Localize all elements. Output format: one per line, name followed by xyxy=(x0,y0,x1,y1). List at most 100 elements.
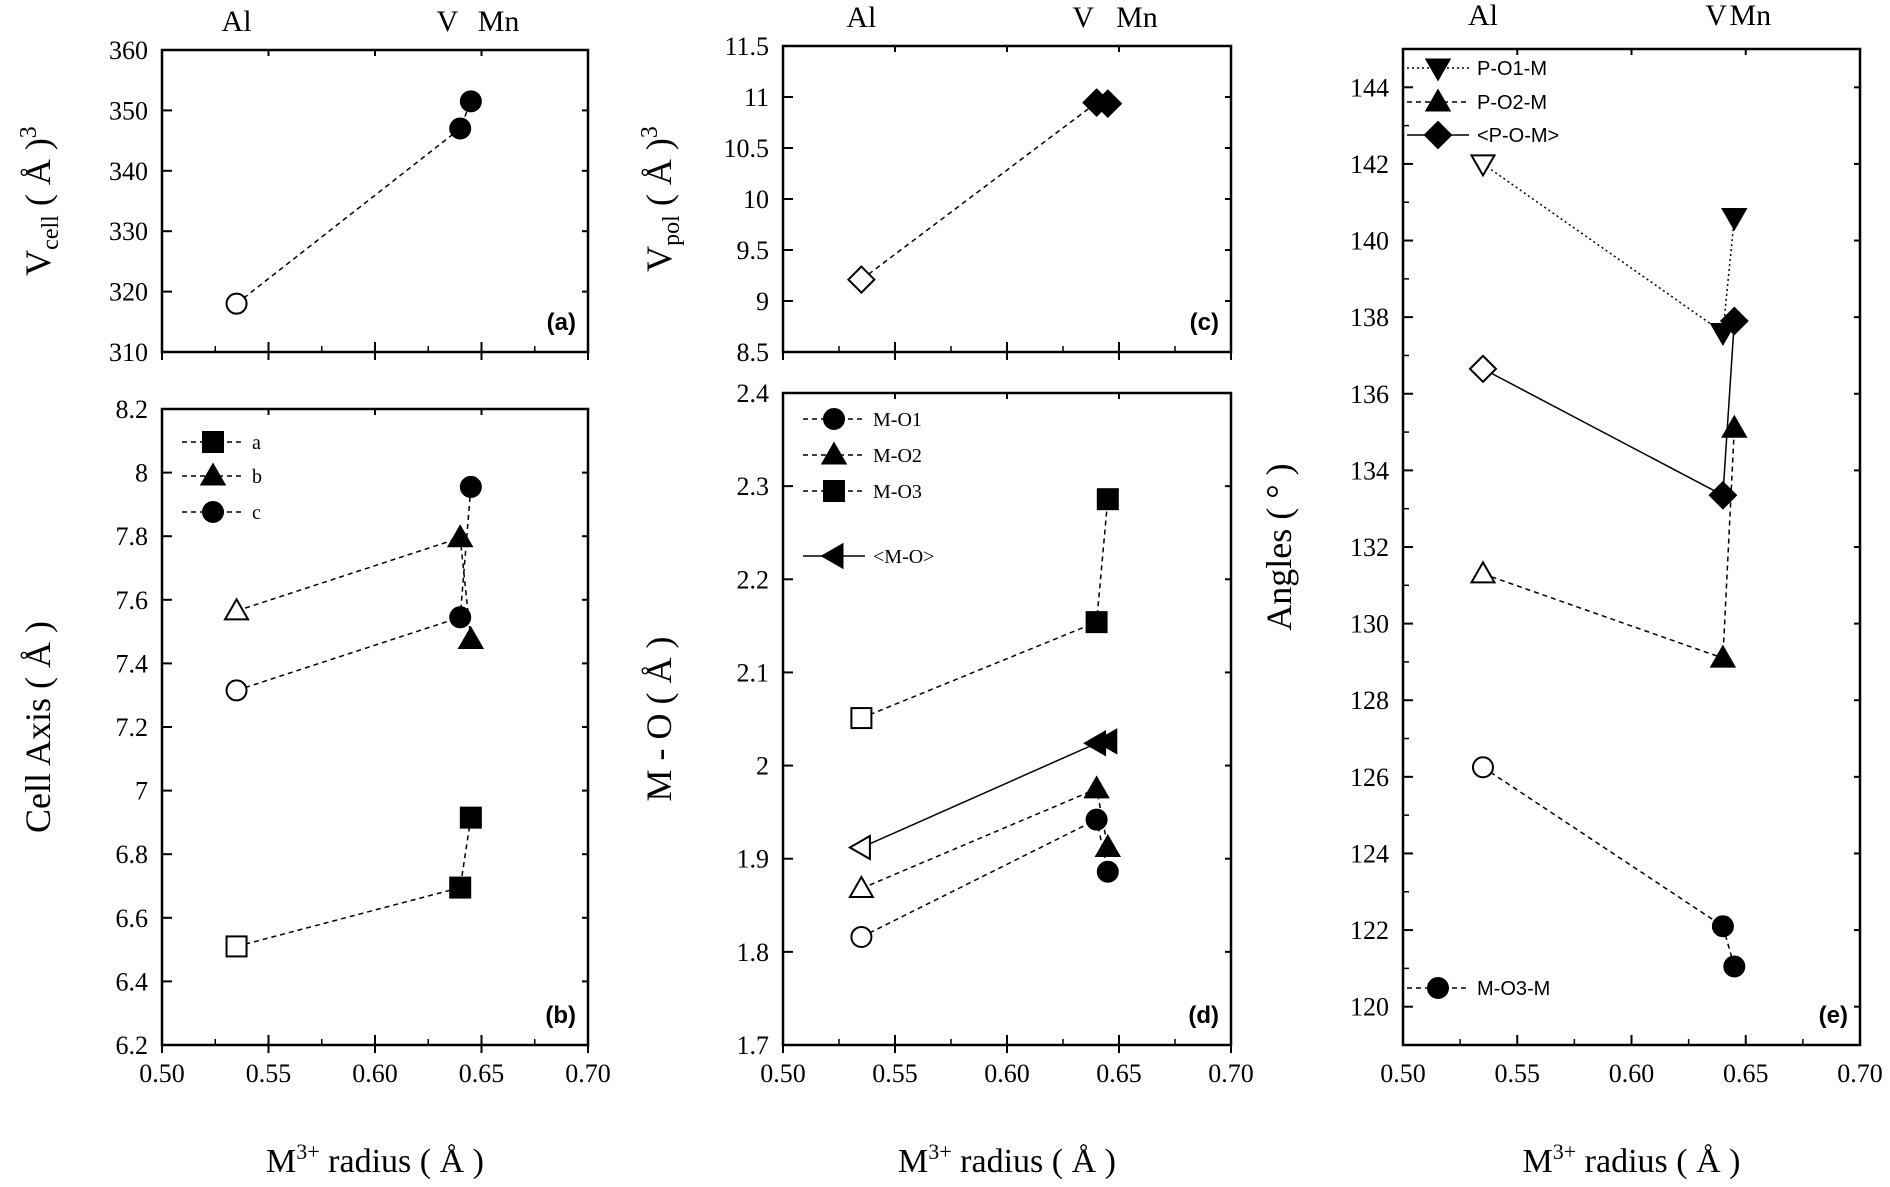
panel-e: 120 122 124 126 128 130 132 134 136 138 140 142 144 0… xyxy=(1259,0,1883,1180)
panel-b-legend-item: c xyxy=(182,501,261,524)
panel-e-xlabel: M3+ radius ( Å ) xyxy=(1523,1139,1741,1180)
panel-a-frame xyxy=(160,48,590,354)
panel-b-ytick-label: 8 xyxy=(135,459,148,488)
panel-e-ytick-label: 142 xyxy=(1350,150,1389,179)
panel-d-data-point xyxy=(1083,775,1110,799)
panel-e-data-point xyxy=(1723,955,1746,978)
panel-b-data-point xyxy=(459,475,482,498)
panel-c-ylabel: Vpol ( Å )3 xyxy=(637,126,685,272)
panel-c-ytick-label: 11 xyxy=(744,83,769,112)
panel-d-xtick-label: 0.50 xyxy=(760,1059,806,1088)
panel-a-ytick-label: 340 xyxy=(109,157,148,186)
panel-d-data-point xyxy=(847,834,871,861)
legend-marker xyxy=(1427,977,1449,999)
legend-marker xyxy=(820,441,848,465)
panel-e-ylabel: Angles ( ° ) xyxy=(1259,463,1299,630)
panel-c-top-label: Al xyxy=(846,1,876,34)
panel-e-ytick-label: 136 xyxy=(1350,380,1389,409)
panel-b-ytick-label: 7.4 xyxy=(116,649,149,678)
panel-e-data-point xyxy=(1469,560,1497,584)
panel-b-ytick-label: 7 xyxy=(135,777,148,806)
panel-b-data-point xyxy=(457,626,485,650)
legend-marker xyxy=(1424,58,1452,82)
panel-a-ytick-label: 330 xyxy=(109,217,148,246)
panel-e-top-label: Mn xyxy=(1729,0,1771,32)
panel-e-xtick-label: 0.60 xyxy=(1609,1059,1655,1088)
legend-label: M-O3-M xyxy=(1477,978,1550,1000)
panel-b-xtick-label: 0.50 xyxy=(139,1059,185,1088)
panel-e-legend-item: M-O3-M xyxy=(1407,977,1550,1000)
panel-d-ylabel: M - O ( Å ) xyxy=(639,637,679,802)
panel-b-data-point xyxy=(223,597,250,621)
panel-e-series-line xyxy=(1482,428,1736,660)
panel-e-data-point xyxy=(1468,354,1498,384)
panel-c-top-label: Mn xyxy=(1116,1,1158,34)
legend-label: M-O3 xyxy=(873,481,922,503)
panel-d-xtick-label: 0.65 xyxy=(1096,1059,1142,1088)
panel-d-data-point xyxy=(1085,611,1108,634)
panel-e-legend-item: P-O2-M xyxy=(1407,88,1547,114)
panel-d-ytick-label: 1.9 xyxy=(737,845,770,874)
panel-b-data-point xyxy=(449,876,472,899)
panel-b-legend-item: b xyxy=(182,462,262,488)
panel-b-xtick-label: 0.60 xyxy=(352,1059,398,1088)
legend-marker xyxy=(1423,120,1453,150)
panel-b-xtick-label: 0.65 xyxy=(459,1059,505,1088)
panel-a-data-point xyxy=(459,90,482,113)
panel-c-ytick-label: 10.5 xyxy=(724,134,770,163)
legend-label: <P-O-M> xyxy=(1477,125,1559,147)
panel-d-data-point xyxy=(1085,808,1108,831)
legend-marker xyxy=(820,542,844,570)
panel-e-data-point xyxy=(1721,208,1748,232)
panel-b-label: (b) xyxy=(545,1002,576,1029)
panel-b-series-line xyxy=(236,486,472,692)
panel-c-ytick-label: 11.5 xyxy=(724,32,769,61)
panel-d-legend-item: M-O2 xyxy=(803,441,922,467)
panel-d-xtick-label: 0.70 xyxy=(1208,1059,1254,1088)
legend-label: b xyxy=(252,466,262,488)
panel-d-series-line xyxy=(861,499,1109,719)
panel-b-data-point xyxy=(225,935,248,958)
panel-d-ytick-label: 2 xyxy=(756,752,769,781)
legend-label: a xyxy=(252,432,261,454)
panel-c-data-point xyxy=(1093,89,1123,119)
legend-marker xyxy=(199,462,227,486)
panel-a-label: (a) xyxy=(547,309,576,336)
panel-e-ytick-label: 140 xyxy=(1350,227,1389,256)
panel-e-ytick-label: 126 xyxy=(1350,763,1389,792)
panel-d-xlabel: M3+ radius ( Å ) xyxy=(898,1139,1116,1180)
panel-e-ytick-label: 124 xyxy=(1350,839,1389,868)
panel-d: 1.7 1.8 1.9 2 2.1 2.2 2.3 2.4 0.50 0.55 0.60 0.65 0.… xyxy=(639,379,1254,1180)
panel-a-ytick-label: 350 xyxy=(109,96,148,125)
panel-b-ytick-label: 6.6 xyxy=(116,904,149,933)
panel-e-ytick-label: 144 xyxy=(1350,73,1389,102)
panel-d-legend-item: <M-O> xyxy=(803,542,934,570)
panel-c-ytick-label: 9.5 xyxy=(737,236,770,265)
panel-d-xtick-label: 0.60 xyxy=(984,1059,1030,1088)
panel-d-data-point xyxy=(850,925,873,948)
panel-d-ytick-label: 2.3 xyxy=(737,472,770,501)
legend-marker xyxy=(1424,88,1452,112)
panel-b-series-line xyxy=(236,817,472,948)
panel-d-data-point xyxy=(850,707,873,730)
legend-marker xyxy=(823,408,845,430)
panel-a-data-point xyxy=(225,292,248,315)
panel-b-data-point xyxy=(459,806,482,829)
panel-e-data-point xyxy=(1721,414,1748,438)
panel-a-top-label: Mn xyxy=(478,5,520,38)
panel-e-ytick-label: 130 xyxy=(1350,610,1389,639)
panel-c-series-line xyxy=(860,101,1108,281)
panel-d-ytick-label: 1.7 xyxy=(737,1031,770,1060)
panel-d-data-point xyxy=(1096,488,1119,511)
legend-label: M-O2 xyxy=(873,445,922,467)
legend-label: c xyxy=(252,502,261,524)
panel-c: 8.5 9 9.5 10 10.5 11 11.5 Al V Mn (c) Vpol ( Å )3 xyxy=(637,1,1233,367)
panel-b: 6.2 6.4 6.6 6.8 7 7.2 7.4 7.6 7.8 8 8.2 0.50 0.55 0.6… xyxy=(18,395,611,1180)
panel-b-ytick-label: 7.8 xyxy=(116,522,149,551)
panel-e-ytick-label: 128 xyxy=(1350,686,1389,715)
legend-label: <M-O> xyxy=(873,546,934,568)
panel-e-ytick-label: 138 xyxy=(1350,303,1389,332)
panel-e-data-point xyxy=(1711,915,1734,938)
panel-d-ytick-label: 2.1 xyxy=(737,658,770,687)
panel-e-data-point xyxy=(1719,306,1749,336)
